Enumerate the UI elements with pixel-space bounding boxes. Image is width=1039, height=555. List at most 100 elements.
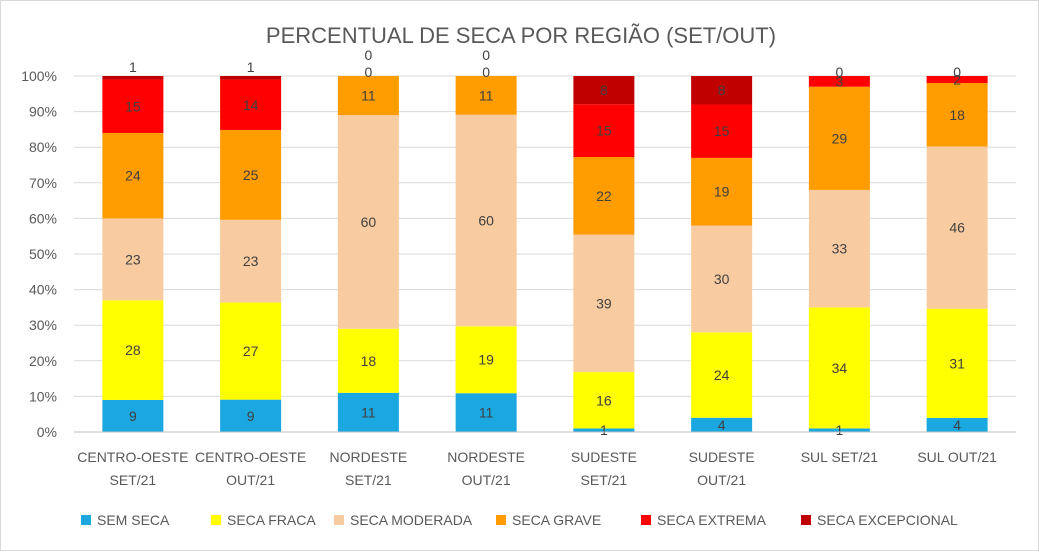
bar-segment	[102, 218, 164, 301]
x-tick-label: SET/21	[110, 472, 157, 488]
data-label: 8	[718, 82, 726, 98]
data-label: 1	[247, 59, 255, 75]
data-label: 0	[364, 64, 372, 80]
bar-segment	[691, 76, 753, 105]
data-label: 8	[600, 82, 608, 98]
data-label: 33	[832, 241, 848, 257]
axes: 0% 10% 20% 30% 40% 50% 60% 70% 80% 90% 100% CENTRO-…	[21, 68, 1016, 488]
data-label: 1	[600, 422, 608, 438]
data-label: 23	[243, 253, 259, 269]
data-label: 46	[949, 220, 965, 236]
bar-segment	[808, 189, 870, 308]
gridlines	[74, 75, 1016, 433]
bar-segment	[220, 219, 282, 303]
y-tick-label: 40%	[29, 282, 57, 298]
bar-segment	[573, 372, 635, 429]
bar-segment	[102, 300, 164, 400]
bar-segment	[691, 157, 753, 226]
data-label: 0	[953, 64, 961, 80]
legend-label: SECA GRAVE	[512, 512, 601, 528]
data-label: 39	[596, 295, 612, 311]
data-label: 3	[835, 73, 843, 89]
bar-segment	[573, 104, 635, 158]
x-tick-label: OUT/21	[697, 472, 746, 488]
data-label: 19	[478, 352, 494, 368]
bar-segment	[691, 104, 753, 158]
bar-segment	[926, 308, 988, 418]
bar-segment	[573, 76, 635, 105]
x-tick-label: SUDESTE	[571, 449, 637, 465]
bar-segment	[220, 399, 282, 432]
x-tick-label: SET/21	[345, 472, 392, 488]
data-label: 30	[714, 271, 730, 287]
bar-segment	[926, 417, 988, 432]
y-tick-label: 80%	[29, 139, 57, 155]
bar-segment	[573, 157, 635, 235]
data-label: 11	[361, 88, 376, 104]
data-label: 18	[361, 353, 377, 369]
data-label: 2	[953, 72, 961, 88]
data-label: 1	[129, 59, 137, 75]
bar-segment	[337, 392, 399, 432]
data-label: 31	[949, 355, 965, 371]
data-label: 15	[125, 98, 141, 114]
data-label: 9	[129, 408, 137, 424]
bar-segment	[220, 76, 282, 80]
x-tick-label: CENTRO-OESTE	[77, 449, 188, 465]
x-tick-label: SUL OUT/21	[917, 449, 997, 465]
data-label: 11	[361, 404, 376, 420]
data-label: 11	[479, 405, 494, 421]
bar-segment	[808, 86, 870, 190]
data-label: 1	[835, 422, 843, 438]
y-tick-label: 50%	[29, 246, 57, 262]
bar-segment	[102, 79, 164, 133]
bar-segment	[455, 393, 517, 432]
data-label: 28	[125, 342, 141, 358]
data-label: 15	[714, 123, 730, 139]
data-label: 24	[714, 367, 730, 383]
y-tick-label: 70%	[29, 175, 57, 191]
bar-segment	[573, 428, 635, 432]
bar-segment	[337, 115, 399, 329]
data-label: 9	[247, 408, 255, 424]
legend-swatch	[496, 515, 506, 525]
bar-segment	[808, 76, 870, 87]
bar-segment	[102, 132, 164, 219]
bar-segment	[220, 302, 282, 400]
bar-segment	[926, 76, 988, 84]
bar-segment	[102, 76, 164, 80]
legend-swatch	[334, 515, 344, 525]
data-label: 4	[718, 417, 726, 433]
legend-swatch	[211, 515, 221, 525]
legend-label: SECA FRACA	[227, 512, 316, 528]
data-label: 24	[125, 168, 141, 184]
data-label: 0	[835, 64, 843, 80]
y-tick-label: 60%	[29, 210, 57, 226]
legend-label: SECA EXTREMA	[657, 512, 767, 528]
x-tick-label: SUL SET/21	[801, 449, 879, 465]
bar-segment	[926, 146, 988, 309]
data-label: 14	[243, 97, 259, 113]
data-label: 19	[714, 184, 730, 200]
data-label: 16	[596, 392, 612, 408]
data-label: 15	[596, 123, 612, 139]
bar-segment	[455, 326, 517, 394]
chart-title: PERCENTUAL DE SECA POR REGIÃO (SET/OUT)	[266, 23, 776, 48]
bar-segment	[691, 225, 753, 333]
y-tick-label: 30%	[29, 317, 57, 333]
x-tick-label: SUDESTE	[689, 449, 755, 465]
legend: SEM SECA SECA FRACA SECA MODERADA SECA GRAV…	[81, 512, 958, 528]
bar-segment	[455, 114, 517, 327]
legend-label: SEM SECA	[97, 512, 170, 528]
y-tick-label: 100%	[21, 68, 57, 84]
legend-label: SECA MODERADA	[350, 512, 473, 528]
y-tick-label: 10%	[29, 388, 57, 404]
bar-segment	[573, 234, 635, 373]
bar-segment	[808, 428, 870, 432]
data-label: 22	[596, 188, 612, 204]
x-tick-label: OUT/21	[462, 472, 511, 488]
x-tick-label: OUT/21	[226, 472, 275, 488]
bar-segment	[337, 328, 399, 393]
